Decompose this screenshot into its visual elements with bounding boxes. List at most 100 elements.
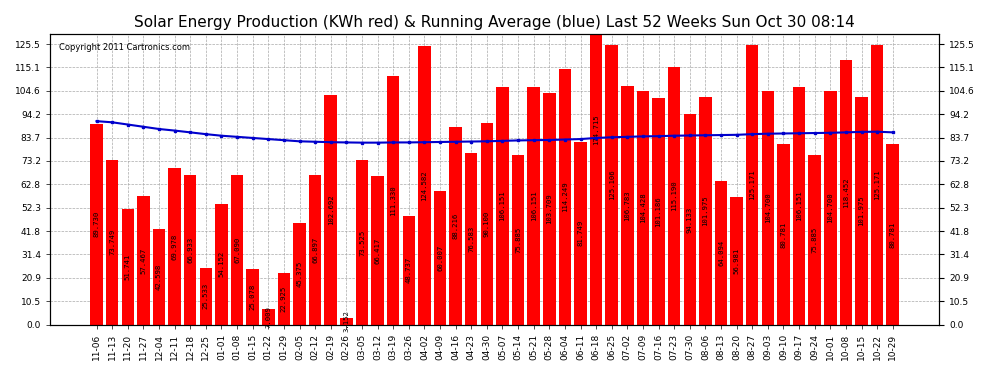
Bar xyxy=(168,168,181,325)
Text: 66.417: 66.417 xyxy=(374,237,380,264)
Text: 56.981: 56.981 xyxy=(734,248,740,274)
Text: 66.933: 66.933 xyxy=(187,237,193,263)
Text: 54.152: 54.152 xyxy=(219,251,225,277)
Text: 90.100: 90.100 xyxy=(484,211,490,237)
Text: 48.737: 48.737 xyxy=(406,257,412,284)
Bar xyxy=(621,86,634,325)
Text: 7.009: 7.009 xyxy=(265,306,271,328)
Bar xyxy=(590,0,602,325)
Bar xyxy=(247,268,259,325)
Bar xyxy=(558,69,571,325)
Bar xyxy=(200,268,212,325)
Text: 42.598: 42.598 xyxy=(156,264,162,290)
Text: 51.741: 51.741 xyxy=(125,254,131,280)
Text: 106.783: 106.783 xyxy=(625,190,631,220)
Text: 114.249: 114.249 xyxy=(562,182,568,212)
Text: 3.152: 3.152 xyxy=(344,310,349,332)
Bar xyxy=(465,153,477,325)
Bar xyxy=(480,123,493,325)
Text: 88.216: 88.216 xyxy=(452,213,458,239)
Text: 80.781: 80.781 xyxy=(780,221,786,248)
Bar xyxy=(341,318,352,325)
Text: 115.190: 115.190 xyxy=(671,181,677,211)
Bar xyxy=(152,230,165,325)
Text: 60.007: 60.007 xyxy=(437,244,443,271)
Bar xyxy=(138,196,149,325)
Text: 81.749: 81.749 xyxy=(577,220,583,246)
Text: 64.094: 64.094 xyxy=(718,240,724,266)
Text: 111.330: 111.330 xyxy=(390,185,396,216)
Text: 101.975: 101.975 xyxy=(858,195,864,226)
Bar xyxy=(855,97,868,325)
Text: 25.533: 25.533 xyxy=(203,283,209,309)
Text: 22.925: 22.925 xyxy=(281,286,287,312)
Bar xyxy=(215,204,228,325)
Text: 106.151: 106.151 xyxy=(500,191,506,221)
Bar xyxy=(231,175,244,325)
Text: 75.885: 75.885 xyxy=(812,227,818,253)
Bar xyxy=(122,209,134,325)
Bar xyxy=(449,128,462,325)
Bar xyxy=(824,90,837,325)
Bar xyxy=(496,87,509,325)
Text: 106.151: 106.151 xyxy=(531,191,537,221)
Text: 73.749: 73.749 xyxy=(109,229,115,255)
Text: 174.715: 174.715 xyxy=(593,114,599,145)
Text: 104.700: 104.700 xyxy=(828,192,834,223)
Text: 106.151: 106.151 xyxy=(796,191,802,221)
Text: 125.106: 125.106 xyxy=(609,170,615,200)
Text: 73.525: 73.525 xyxy=(359,230,365,256)
Bar xyxy=(184,175,196,325)
Bar xyxy=(840,60,852,325)
Text: 67.090: 67.090 xyxy=(234,237,241,263)
Bar xyxy=(652,98,665,325)
Text: 124.582: 124.582 xyxy=(422,170,428,201)
Bar xyxy=(434,190,446,325)
Bar xyxy=(731,197,742,325)
Bar xyxy=(106,160,119,325)
Bar xyxy=(544,93,555,325)
Bar xyxy=(90,124,103,325)
Text: 125.171: 125.171 xyxy=(749,170,755,200)
Text: 102.692: 102.692 xyxy=(328,195,334,225)
Text: 101.186: 101.186 xyxy=(655,196,661,227)
Bar xyxy=(793,87,805,325)
Text: 103.709: 103.709 xyxy=(546,194,552,224)
Bar xyxy=(355,160,368,325)
Bar xyxy=(777,144,790,325)
Bar xyxy=(262,309,274,325)
Bar xyxy=(528,87,540,325)
Text: 101.975: 101.975 xyxy=(702,195,709,226)
Bar xyxy=(715,182,728,325)
Bar xyxy=(871,45,883,325)
Bar xyxy=(746,45,758,325)
Text: 57.467: 57.467 xyxy=(141,248,147,274)
Text: 69.978: 69.978 xyxy=(171,233,177,260)
Text: 80.781: 80.781 xyxy=(890,221,896,248)
Bar xyxy=(293,223,306,325)
Text: 25.078: 25.078 xyxy=(249,284,255,310)
Text: 76.583: 76.583 xyxy=(468,226,474,252)
Bar xyxy=(418,46,431,325)
Text: 104.700: 104.700 xyxy=(765,192,771,223)
Bar xyxy=(574,142,587,325)
Bar xyxy=(683,114,696,325)
Bar xyxy=(403,216,415,325)
Text: 89.730: 89.730 xyxy=(94,211,100,237)
Text: 66.897: 66.897 xyxy=(312,237,318,263)
Bar xyxy=(606,45,618,325)
Bar xyxy=(387,76,399,325)
Text: 118.452: 118.452 xyxy=(842,177,848,207)
Title: Solar Energy Production (KWh red) & Running Average (blue) Last 52 Weeks Sun Oct: Solar Energy Production (KWh red) & Runn… xyxy=(135,15,855,30)
Bar xyxy=(809,155,821,325)
Bar xyxy=(699,97,712,325)
Bar xyxy=(371,176,384,325)
Text: Copyright 2011 Cartronics.com: Copyright 2011 Cartronics.com xyxy=(58,43,190,52)
Text: 45.375: 45.375 xyxy=(297,261,303,287)
Text: 94.133: 94.133 xyxy=(687,206,693,232)
Bar xyxy=(637,91,649,325)
Text: 75.885: 75.885 xyxy=(515,227,521,253)
Bar xyxy=(668,67,680,325)
Text: 125.171: 125.171 xyxy=(874,170,880,200)
Bar xyxy=(309,175,322,325)
